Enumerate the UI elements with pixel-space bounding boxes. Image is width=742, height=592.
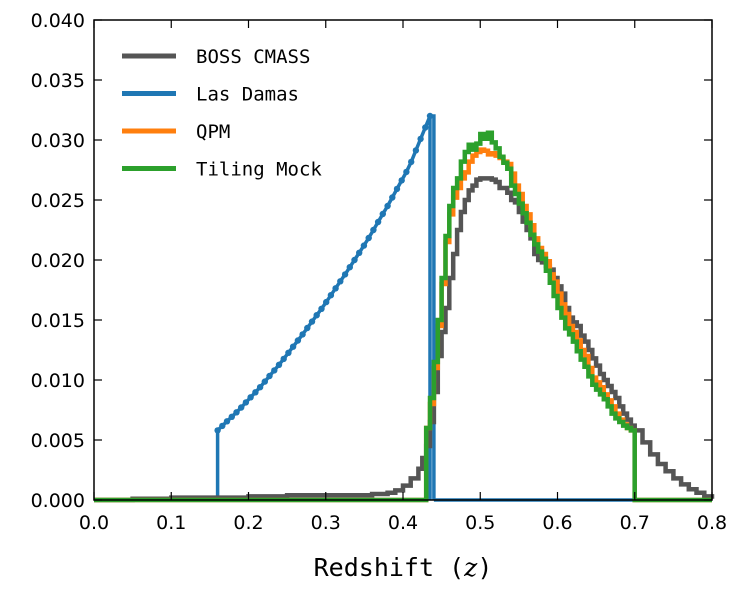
las-damas-point [417,135,424,143]
legend-label-tiling-mock: Tiling Mock [196,159,322,181]
las-damas-point [318,305,325,312]
las-damas-point [247,394,254,401]
las-damas-point [393,185,401,193]
las-damas-point [271,367,278,374]
legend-label-las-damas: Las Damas [196,84,299,106]
y-tick-label: 0.015 [31,310,85,332]
las-damas-point [223,418,231,425]
las-damas-point [219,422,226,430]
series-layer [94,112,715,503]
las-damas-point [351,256,358,264]
las-damas-point [256,384,264,391]
las-damas-point [304,324,311,332]
y-tick-label: 0.025 [31,190,85,212]
x-tick-label: 0.5 [465,512,495,534]
las-damas-point [275,361,283,368]
las-damas-point [346,264,353,271]
las-damas-point [370,226,377,234]
las-damas-point [285,349,292,356]
y-tick-label: 0.020 [31,250,85,272]
las-damas-point [426,112,434,120]
y-tick-label: 0.030 [31,130,85,152]
las-damas-point [228,413,235,420]
las-damas-point [374,218,382,226]
las-damas-point [365,234,372,242]
x-tick-label: 0.4 [388,512,418,534]
las-damas-point [294,337,302,344]
y-tick-label: 0.000 [31,490,85,512]
las-damas-point [242,399,250,406]
las-damas-point [323,298,330,306]
y-tick-label: 0.010 [31,370,85,392]
las-damas-point [266,372,273,380]
las-damas-point [398,177,405,184]
las-damas-point [384,202,391,210]
las-damas-point [412,147,420,154]
y-tick-label: 0.040 [31,10,85,32]
x-tick-label: 0.6 [542,512,572,534]
las-damas-point [299,331,306,338]
x-tick-label: 0.7 [620,512,650,534]
series-line-boss-cmass [94,176,715,503]
las-damas-point [389,194,396,201]
x-tick-label: 0.8 [697,512,727,534]
y-tick-label: 0.035 [31,70,85,92]
legend-label-qpm: QPM [196,121,230,143]
las-damas-point [337,278,344,285]
las-damas-point [308,318,316,325]
las-damas-point [341,271,349,278]
x-axis-title: Redshift (z) [314,553,493,582]
las-damas-point [289,343,297,350]
las-damas-point [261,378,268,385]
las-damas-point [360,242,368,249]
las-damas-point [379,210,386,218]
x-tick-label: 0.2 [233,512,263,534]
plot-area-background [94,20,712,500]
x-tick-label: 0.0 [79,512,109,534]
legend: BOSS CMASS Las Damas QPM Tiling Mock [122,46,322,181]
x-tick-label: 0.3 [311,512,341,534]
las-damas-point [238,404,245,411]
las-damas-point [408,158,415,166]
las-damas-point [313,312,320,319]
las-damas-point [403,168,410,176]
x-axis: 0.0 0.1 0.2 0.3 0.4 0.5 0.6 0.7 0.8 [79,20,727,534]
las-damas-point [356,249,363,256]
las-damas-point [280,355,287,363]
x-axis-title-suffix: ) [477,553,492,582]
las-damas-point [327,292,335,299]
las-damas-point [233,409,240,416]
las-damas-point [252,389,259,396]
las-damas-point [214,427,221,434]
series-line-tiling-mock [94,130,712,503]
y-axis: 0.000 0.005 0.010 0.015 0.020 0.025 0.030 0.035… [31,10,712,512]
las-damas-point [332,285,339,292]
x-axis-title-variable: z [463,553,478,582]
las-damas-point [422,124,429,131]
x-tick-label: 0.1 [156,512,186,534]
legend-label-boss-cmass: BOSS CMASS [196,46,310,68]
x-axis-title-prefix: Redshift ( [314,553,465,582]
y-tick-label: 0.005 [31,430,85,452]
